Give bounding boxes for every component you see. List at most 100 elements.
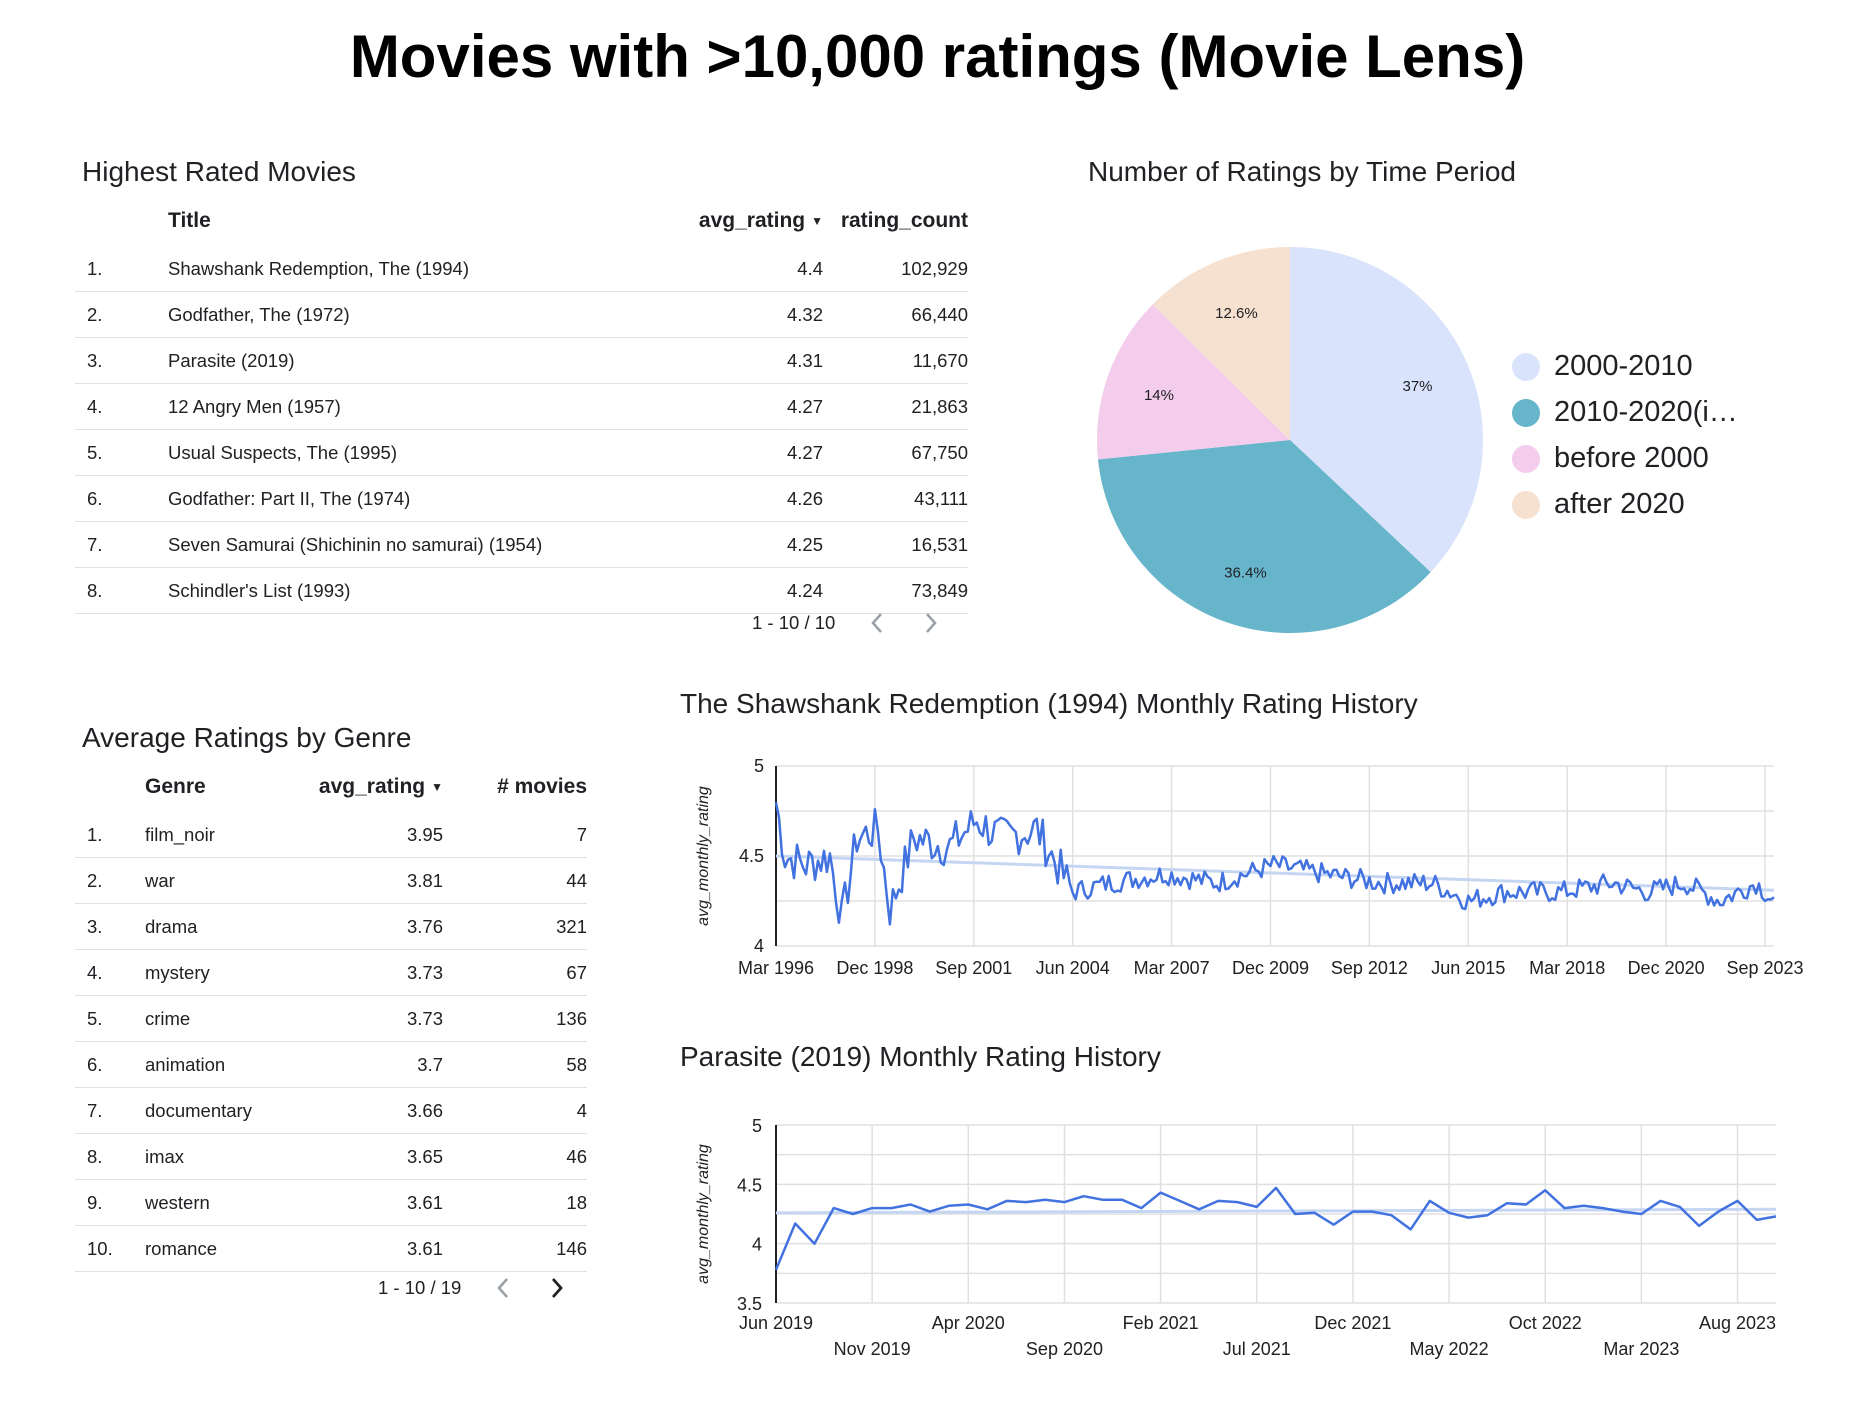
legend-item[interactable]: before 2000 [1512, 442, 1709, 475]
x-tick-label: Mar 2023 [1603, 1339, 1679, 1359]
previous-page-button[interactable] [483, 1273, 523, 1303]
column-header-avg-rating[interactable]: avg_rating ▼ [658, 196, 823, 246]
pie-slice-2000-2010[interactable] [1290, 247, 1483, 573]
legend-color-swatch [1512, 444, 1540, 473]
movie-title-cell: Shawshank Redemption, The (1994) [168, 246, 658, 292]
avg-rating-cell: 4.31 [658, 337, 823, 384]
table-row[interactable]: 10. romance 3.61 146 [75, 1225, 587, 1272]
table-row[interactable]: 6. Godfather: Part II, The (1974) 4.26 43,1… [75, 475, 968, 522]
table-row[interactable]: 3. drama 3.76 321 [75, 903, 587, 950]
movie-count-cell: 58 [465, 1041, 587, 1088]
table-row[interactable]: 9. western 3.61 18 [75, 1179, 587, 1226]
avg-rating-cell: 3.61 [305, 1225, 465, 1272]
movie-title-cell: Schindler's List (1993) [168, 567, 658, 614]
column-header-title[interactable]: Title [168, 209, 211, 232]
table-row[interactable]: 8. Schindler's List (1993) 4.24 73,849 [75, 567, 968, 614]
y-axis-label: avg_monthly_rating [695, 786, 712, 926]
y-tick-label: 3.5 [737, 1294, 762, 1314]
pie-slice-label: 14% [1144, 387, 1174, 404]
table-row[interactable]: 8. imax 3.65 46 [75, 1133, 587, 1180]
avg-rating-cell: 3.73 [305, 995, 465, 1042]
column-header-genre[interactable]: Genre [145, 775, 206, 798]
movie-title-cell: Godfather: Part II, The (1974) [168, 475, 658, 522]
movie-count-cell: 44 [465, 857, 587, 904]
row-rank: 2. [75, 857, 145, 904]
table-row[interactable]: 2. war 3.81 44 [75, 857, 587, 904]
table-row[interactable]: 4. 12 Angry Men (1957) 4.27 21,863 [75, 383, 968, 430]
previous-page-button[interactable] [857, 608, 897, 638]
avg-rating-cell: 4.27 [658, 429, 823, 476]
sort-descending-icon: ▼ [431, 780, 443, 795]
row-rank: 1. [75, 812, 145, 858]
rating-count-cell: 11,670 [823, 337, 968, 384]
x-tick-label: Dec 2021 [1314, 1313, 1391, 1333]
avg-rating-cell: 4.27 [658, 383, 823, 430]
column-header-rating-count[interactable]: rating_count [840, 209, 968, 232]
avg-rating-cell: 3.73 [305, 949, 465, 996]
column-header-avg-rating[interactable]: avg_rating ▼ [305, 762, 465, 812]
pie-slice-after-2020[interactable] [1152, 247, 1290, 440]
pie-slice-label: 12.6% [1215, 305, 1258, 322]
avg-rating-cell: 4.24 [658, 567, 823, 614]
table-row[interactable]: 1. film_noir 3.95 7 [75, 812, 587, 858]
legend-item[interactable]: 2000-2010 [1512, 350, 1693, 383]
table-row[interactable]: 7. Seven Samurai (Shichinin no samurai) (… [75, 521, 968, 568]
row-rank: 7. [75, 1087, 145, 1134]
legend-item[interactable]: 2010-2020(i… [1512, 396, 1738, 429]
rating-count-cell: 102,929 [823, 246, 968, 292]
column-header-avg-rating-label: avg_rating [698, 209, 806, 232]
row-rank: 8. [75, 1133, 145, 1180]
chevron-right-icon [552, 1278, 564, 1298]
row-rank: 5. [75, 995, 145, 1042]
table-row[interactable]: 3. Parasite (2019) 4.31 11,670 [75, 337, 968, 384]
pie-slice-before-2000[interactable] [1097, 304, 1290, 460]
genre-cell: film_noir [145, 812, 305, 858]
avg-rating-cell: 3.65 [305, 1133, 465, 1180]
legend-color-swatch [1512, 352, 1540, 381]
pagination-label: 1 - 10 / 10 [752, 612, 836, 633]
series-line [774, 1186, 1777, 1271]
column-header-movies[interactable]: # movies [497, 775, 587, 798]
legend-color-swatch [1512, 398, 1540, 427]
x-tick-label: Dec 1998 [836, 958, 913, 978]
rating-count-cell: 66,440 [823, 291, 968, 338]
pie-slice-2010-2020-inclusive-[interactable] [1097, 440, 1431, 633]
legend-color-swatch [1512, 490, 1540, 519]
table-row[interactable]: 2. Godfather, The (1972) 4.32 66,440 [75, 291, 968, 338]
pie-chart: 37% 36.4% 14% 12.6% [1097, 247, 1483, 633]
rating-count-cell: 67,750 [823, 429, 968, 476]
movie-title-cell: Usual Suspects, The (1995) [168, 429, 658, 476]
table-row[interactable]: 1. Shawshank Redemption, The (1994) 4.4 102… [75, 246, 968, 292]
table-row[interactable]: 6. animation 3.7 58 [75, 1041, 587, 1088]
legend-label: 2000-2010 [1554, 350, 1693, 382]
next-page-button[interactable] [537, 1273, 577, 1303]
pie-slice-label: 36.4% [1224, 565, 1267, 582]
row-rank: 4. [75, 383, 168, 430]
legend-item[interactable]: after 2020 [1512, 488, 1685, 521]
y-tick-label: 5 [752, 1116, 762, 1136]
avg-rating-cell: 4.4 [658, 246, 823, 292]
table-row[interactable]: 4. mystery 3.73 67 [75, 949, 587, 996]
genre-table-pagination: 1 - 10 / 19 [378, 1273, 577, 1303]
avg-rating-cell: 4.25 [658, 521, 823, 568]
row-rank: 6. [75, 1041, 145, 1088]
y-tick-label: 4 [752, 1235, 762, 1255]
row-rank: 6. [75, 475, 168, 522]
movies-table-pagination: 1 - 10 / 10 [752, 608, 951, 638]
column-header-avg-rating-label: avg_rating [318, 775, 426, 798]
table-row[interactable]: 5. crime 3.73 136 [75, 995, 587, 1042]
x-tick-label: Mar 1996 [738, 958, 814, 978]
genre-cell: war [145, 857, 305, 904]
table-row[interactable]: 5. Usual Suspects, The (1995) 4.27 67,750 [75, 429, 968, 476]
y-tick-label: 5 [754, 756, 764, 776]
pie-slice-label: 37% [1403, 378, 1433, 395]
table-row[interactable]: 7. documentary 3.66 4 [75, 1087, 587, 1134]
rating-count-cell: 43,111 [823, 475, 968, 522]
x-tick-label: May 2022 [1410, 1339, 1489, 1359]
avg-rating-cell: 3.76 [305, 903, 465, 950]
x-tick-label: Dec 2020 [1628, 958, 1705, 978]
next-page-button[interactable] [911, 608, 951, 638]
avg-rating-cell: 3.95 [305, 812, 465, 858]
chevron-left-icon [871, 613, 883, 633]
x-tick-label: Jun 2015 [1431, 958, 1505, 978]
